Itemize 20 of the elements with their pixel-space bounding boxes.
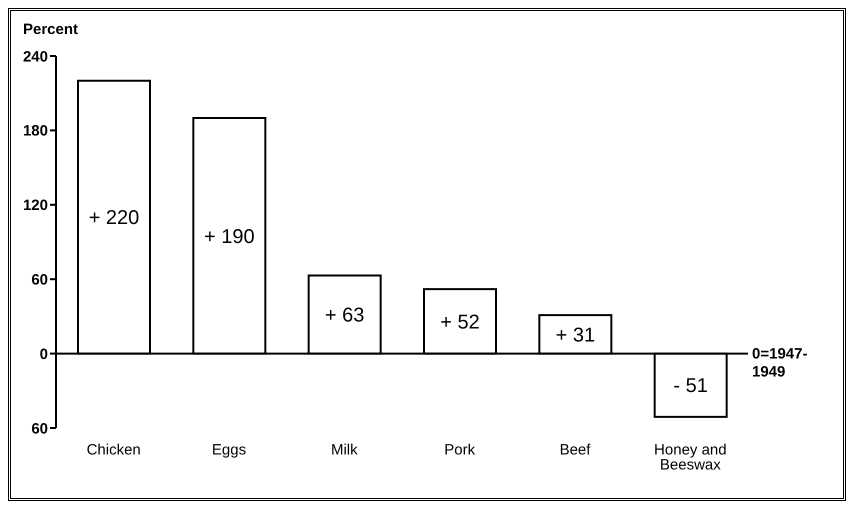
y-tick-label: 180 (22, 122, 48, 140)
y-tick-label: 60 (31, 272, 48, 289)
x-tick-label: Honey and Beeswax (654, 442, 727, 474)
data-label: + 52 (440, 311, 480, 334)
x-tick-label: Milk (330, 442, 358, 459)
data-label: + 31 (556, 324, 596, 346)
x-tick-label: Beef (560, 442, 592, 459)
data-label: + 220 (88, 207, 140, 230)
y-tick-label: 240 (22, 48, 48, 66)
data-label: + 63 (324, 304, 364, 327)
y-tick-label: 60 (31, 420, 48, 438)
ref-line-label: 0=1947-1949 (752, 346, 808, 381)
y-axis-title: Percent (23, 21, 78, 38)
x-tick-label: Chicken (86, 442, 141, 459)
data-label: - 51 (673, 375, 708, 398)
y-tick-label: 0 (40, 346, 48, 363)
x-tick-label: Eggs (212, 442, 246, 459)
data-label: + 190 (204, 226, 255, 248)
x-tick-label: Pork (444, 442, 476, 459)
y-tick-label: 120 (22, 197, 48, 214)
